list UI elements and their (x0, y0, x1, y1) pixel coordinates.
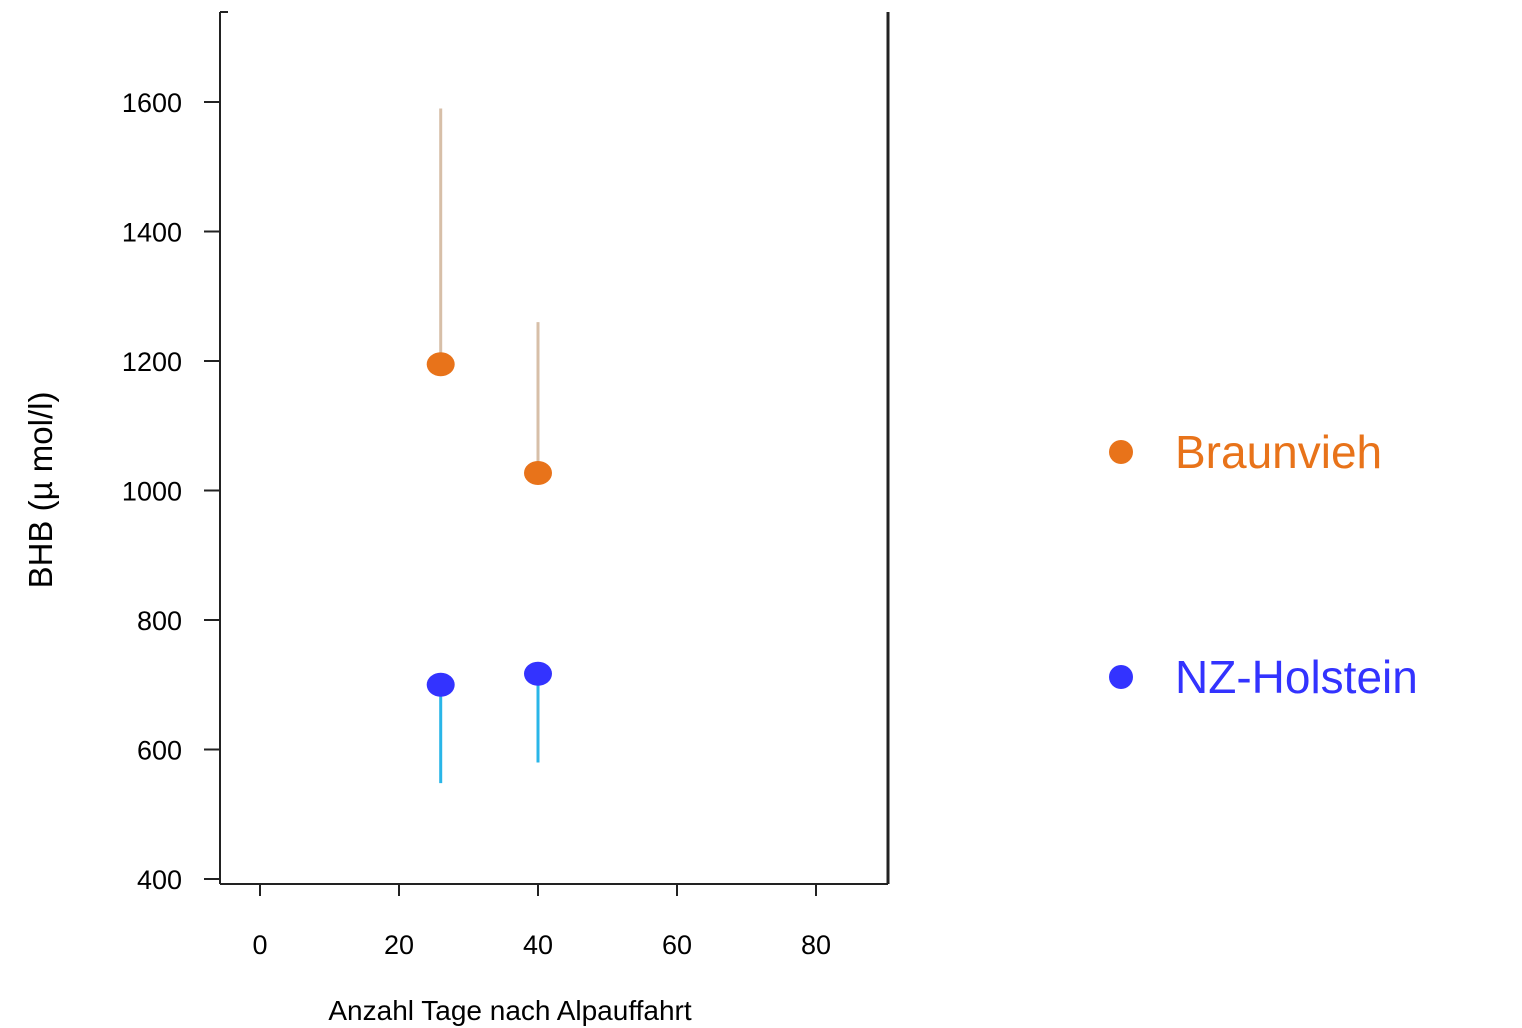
y-tick-label: 400 (137, 865, 182, 895)
legend-marker (1109, 665, 1133, 689)
data-point (426, 352, 455, 377)
y-tick-label: 1000 (122, 477, 182, 507)
x-tick-label: 20 (384, 930, 414, 960)
y-axis: 400 600 800 1000 1200 1400 1600 (122, 88, 220, 895)
legend-marker (1109, 440, 1133, 464)
x-axis-title: Anzahl Tage nach Alpauffahrt (328, 995, 691, 1026)
x-axis: 0 20 40 60 80 (252, 884, 831, 960)
error-bars (439, 108, 540, 784)
legend: Braunvieh NZ-Holstein (1109, 426, 1418, 703)
legend-label: NZ-Holstein (1175, 651, 1418, 703)
y-tick-label: 800 (137, 606, 182, 636)
x-tick-label: 0 (252, 930, 267, 960)
y-tick-label: 600 (137, 736, 182, 766)
y-tick-label: 1200 (122, 347, 182, 377)
data-point (426, 672, 455, 697)
legend-label: Braunvieh (1175, 426, 1382, 478)
y-axis-title: BHB (µ mol/l) (22, 392, 59, 589)
y-tick-label: 1400 (122, 218, 182, 248)
data-point (524, 661, 552, 686)
x-tick-label: 80 (801, 930, 831, 960)
y-tick-label: 1600 (122, 88, 182, 118)
data-points (426, 352, 552, 697)
x-tick-label: 60 (662, 930, 692, 960)
x-tick-label: 40 (523, 930, 553, 960)
plot-frame (219, 11, 890, 885)
data-point (524, 461, 552, 486)
